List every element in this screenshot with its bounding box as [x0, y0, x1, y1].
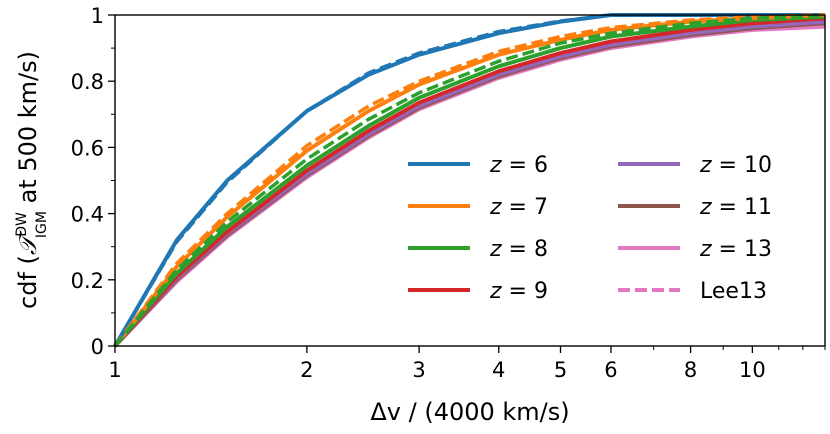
dashed-series-line-2: [113, 13, 826, 348]
x-tick-label: 4: [492, 358, 505, 382]
y-tick-label: 0.2: [71, 269, 104, 293]
legend-label: z = 11: [699, 195, 772, 220]
y-tick-label: 0.6: [71, 136, 104, 160]
y-tick-label: 0.8: [71, 70, 104, 94]
x-tick-label: 1: [108, 358, 121, 382]
legend-label: z = 8: [489, 237, 548, 262]
legend-label: z = 13: [699, 237, 772, 262]
x-axis-label: Δv / (4000 km/s): [370, 398, 569, 426]
legend-label: z = 6: [489, 153, 548, 178]
y-tick-label: 0.4: [71, 203, 104, 227]
series-line-z-8: [113, 14, 826, 348]
x-tick-label: 5: [554, 358, 567, 382]
y-tick-label: 1: [91, 4, 104, 28]
x-tick-label: 6: [604, 358, 617, 382]
legend: z = 6 z = 7 z = 8 z = 9 z = 10 z = 11 z = 13 Le…: [408, 153, 772, 304]
series-line-z-9: [113, 16, 826, 348]
legend-label: z = 7: [489, 195, 548, 220]
dashed-series-line-3: [113, 13, 826, 348]
y-tick-label: 0: [91, 335, 104, 359]
legend-label: z = 10: [699, 153, 772, 178]
y-axis: 0 0.2 0.4 0.6 0.8 1: [71, 4, 115, 359]
x-tick-label: 3: [412, 358, 425, 382]
x-tick-label: 10: [739, 358, 766, 382]
y-axis-label: cdf (𝒯DW IGM at 500 km/s): [14, 51, 50, 309]
legend-label: Lee13: [700, 279, 767, 304]
x-tick-label: 2: [300, 358, 313, 382]
legend-label: z = 9: [489, 279, 548, 304]
x-axis: 1 2 3 4 5 6 8 10: [108, 346, 826, 382]
x-tick-label: 8: [684, 358, 697, 382]
plot-lines: [113, 13, 826, 348]
